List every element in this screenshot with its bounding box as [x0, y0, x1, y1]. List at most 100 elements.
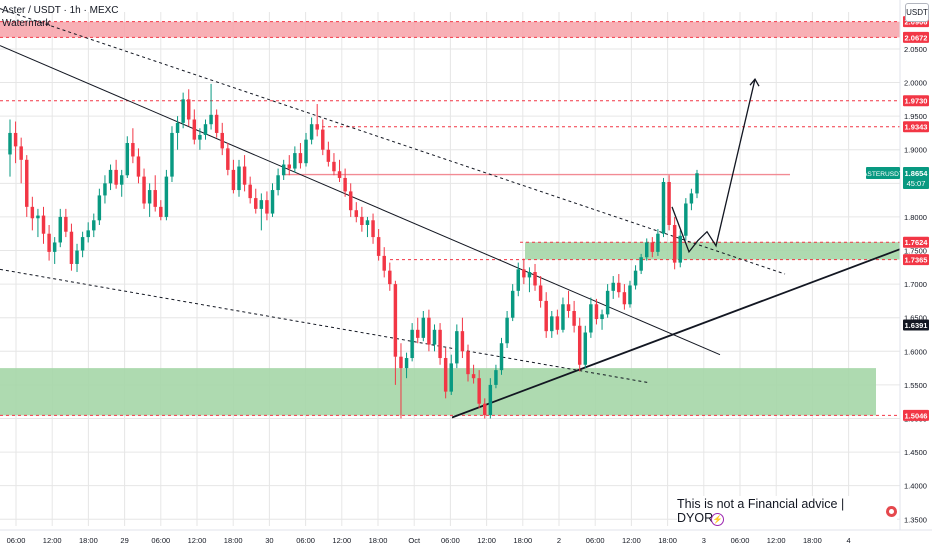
candle-body	[343, 177, 347, 192]
time-axis[interactable]: 06:00 12:00 18:00 29 06:00 12:00 18:00 30 06:00 1…	[0, 529, 932, 550]
candle-body	[142, 176, 146, 204]
candles	[8, 83, 699, 419]
candle-body	[605, 290, 610, 315]
candle-body	[309, 124, 314, 140]
candle-body	[466, 351, 470, 375]
candle-body	[600, 314, 604, 320]
candle-body	[147, 190, 152, 204]
candle-body	[214, 114, 219, 133]
candle-body	[471, 374, 476, 379]
candle-body	[36, 215, 40, 219]
candle-body	[410, 329, 414, 359]
last-price-tag-bg	[903, 166, 929, 189]
price-level-tag: 1.9730	[903, 95, 929, 107]
candle-body	[455, 331, 459, 364]
candle-body	[544, 300, 548, 332]
watermark-label: Watermark	[2, 18, 51, 29]
time-tick-label: 29	[120, 536, 128, 545]
candle-body	[639, 257, 643, 271]
candle-body	[125, 143, 130, 176]
time-tick-label: 18:00	[369, 536, 388, 545]
candle-body	[276, 175, 280, 191]
price-tag-bg	[903, 31, 929, 43]
price-tag-text: 1.5046	[905, 411, 928, 420]
candle-body	[192, 119, 197, 140]
candle-body	[8, 132, 12, 155]
projection-path[interactable]	[671, 78, 760, 254]
candle-body	[281, 164, 286, 176]
candle-body	[259, 200, 264, 209]
currency-button[interactable]: USDT	[905, 3, 929, 22]
price-tick-label: 1.7000	[904, 280, 927, 289]
descending-channel-top	[0, 8, 786, 275]
candle-body	[187, 99, 191, 120]
time-tick-label: 12:00	[767, 536, 786, 545]
price-tick-label: 1.8000	[904, 213, 927, 222]
candle-body	[153, 190, 157, 207]
candle-body	[617, 282, 621, 293]
price-level-tag: 1.6391	[903, 319, 929, 331]
price-level-tag: 1.9343	[903, 121, 929, 133]
candle-body	[136, 156, 141, 177]
candle-body	[181, 99, 185, 123]
candle-body	[594, 304, 599, 320]
candle-body	[103, 183, 107, 196]
lightning-icon[interactable]: ⚡	[711, 513, 724, 526]
candle-body	[52, 242, 57, 252]
trend-lines[interactable]	[0, 8, 901, 419]
price-tag-bg	[903, 319, 929, 331]
candle-body	[248, 184, 252, 199]
symbol-title[interactable]: Aster / USDT · 1h · MEXC	[2, 5, 119, 16]
resistance-zone	[0, 21, 900, 38]
candle-body	[650, 242, 655, 252]
candle-body	[293, 153, 297, 169]
candle-body	[583, 332, 588, 365]
descending-channel-bottom	[0, 268, 651, 384]
candle-body	[348, 191, 353, 211]
price-tag-text: 2.0906	[905, 18, 928, 27]
price-level-tag: 2.0672	[903, 31, 929, 43]
time-tick-label: 06:00	[731, 536, 750, 545]
candle-body	[488, 384, 493, 416]
candle-body	[298, 153, 303, 164]
candle-body	[443, 358, 448, 392]
price-tick-label: 1.4000	[904, 482, 927, 491]
projection-arrow-path	[671, 79, 756, 254]
candle-body	[656, 233, 660, 252]
candle-body	[421, 317, 426, 338]
time-tick-label: 12:00	[43, 536, 62, 545]
price-tick-label: 1.9500	[904, 112, 927, 121]
last-price-text: 1.8654	[905, 169, 929, 178]
candle-body	[75, 250, 79, 264]
candle-body	[460, 331, 465, 352]
price-tag-text: 1.6391	[905, 321, 928, 330]
candle-body	[516, 269, 520, 291]
price-tick-label: 2.0500	[904, 45, 927, 54]
time-tick-label: 12:00	[188, 536, 207, 545]
candle-body	[527, 272, 532, 278]
candle-body	[555, 316, 560, 330]
candle-body	[332, 161, 336, 172]
price-level-tag: 1.7365	[903, 254, 929, 266]
time-tick-label: 06:00	[586, 536, 605, 545]
time-tick-label: 18:00	[803, 536, 822, 545]
chart-header: Aster / USDT · 1h · MEXC Watermark	[2, 4, 119, 30]
price-tick-label: 1.7500	[904, 247, 927, 256]
time-tick-label: 06:00	[7, 536, 26, 545]
candle-body	[47, 233, 51, 252]
candle-body	[41, 215, 46, 234]
price-axis[interactable]: 2.05002.00001.95001.90001.85001.80001.75…	[863, 0, 932, 550]
time-tick-label: 12:00	[477, 536, 496, 545]
price-tick-label: 1.5500	[904, 381, 927, 390]
candle-body	[404, 358, 409, 369]
price-tick-label: 1.9000	[904, 146, 927, 155]
time-tick-label: 18:00	[513, 536, 532, 545]
time-tick-label: 06:00	[296, 536, 315, 545]
candle-body	[572, 310, 576, 326]
candle-body	[371, 220, 375, 238]
candle-body	[19, 146, 23, 160]
candle-body	[382, 255, 386, 271]
candle-body	[360, 216, 364, 225]
